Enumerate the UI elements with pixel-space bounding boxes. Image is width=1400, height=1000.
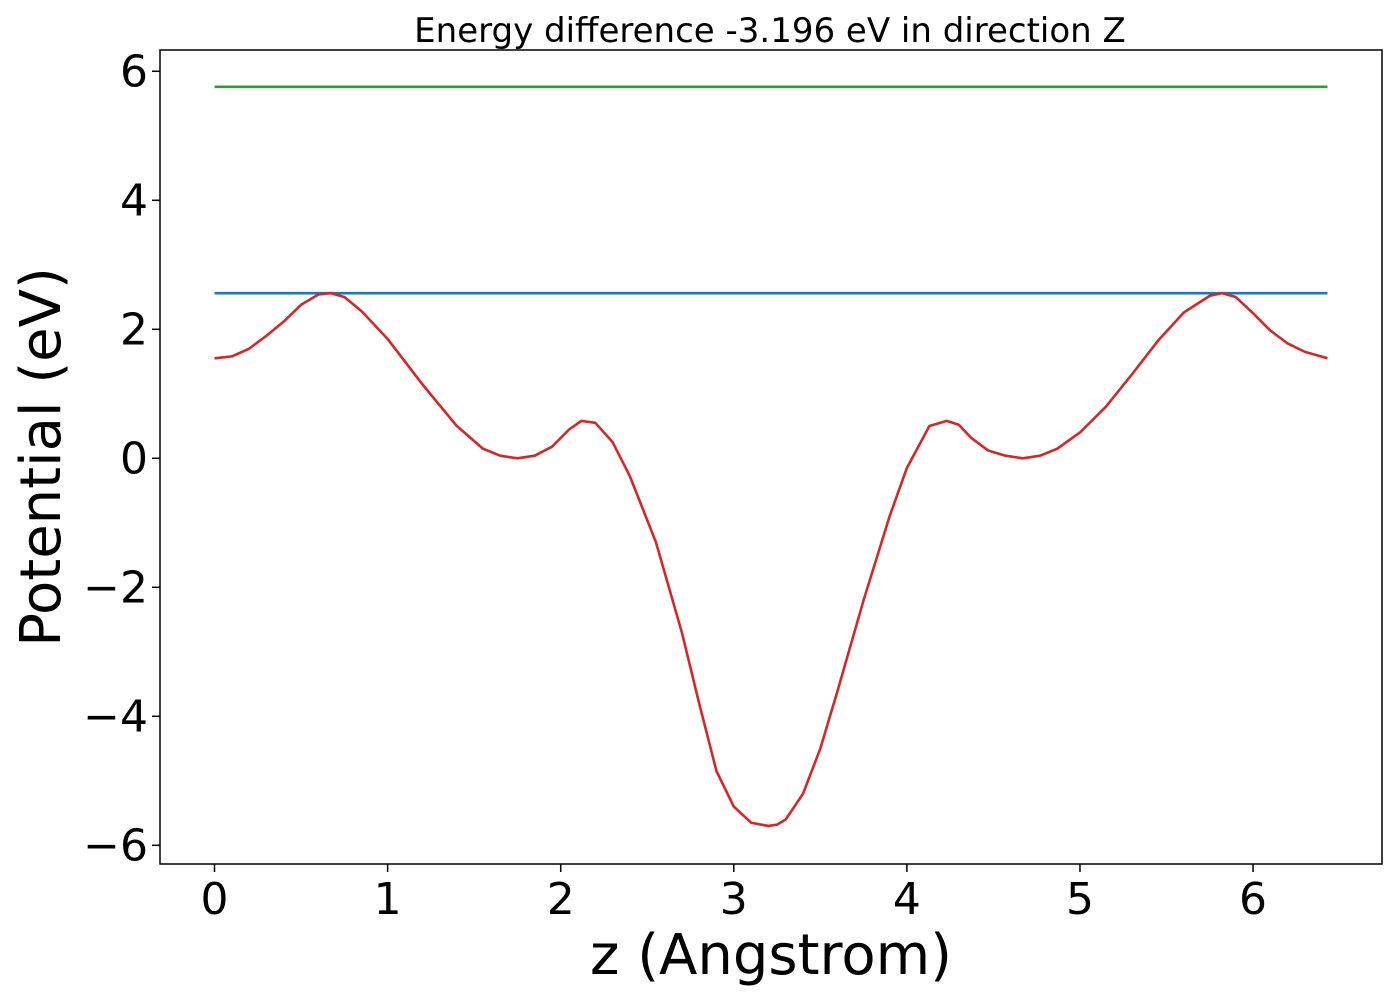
series-line-2: [214, 291, 1328, 828]
plot-frame: [159, 49, 1383, 865]
y-tick-label: 4: [120, 175, 148, 226]
x-axis-label: z (Angstrom): [590, 923, 952, 988]
x-tick-label: 0: [201, 874, 229, 925]
y-tick-label: −2: [83, 562, 148, 613]
series-layer: [214, 85, 1328, 828]
x-tick-label: 4: [893, 874, 921, 925]
x-tick-label: 5: [1066, 874, 1094, 925]
x-tick-label: 6: [1239, 874, 1267, 925]
y-tick-label: −4: [83, 691, 148, 742]
y-tick-label: 6: [120, 46, 148, 97]
y-tick-label: 0: [120, 433, 148, 484]
y-axis-label: Potential (eV): [9, 267, 74, 647]
x-tick-label: 1: [374, 874, 402, 925]
y-tick-label: 2: [120, 304, 148, 355]
ticks-layer: 0 1 2 3 4 5 6 −6 −4 −2 0 2 4 6: [83, 46, 1267, 925]
chart-title: Energy difference -3.196 eV in direction…: [414, 11, 1126, 51]
x-tick-label: 2: [547, 874, 575, 925]
x-tick-label: 3: [720, 874, 748, 925]
y-tick-label: −6: [83, 820, 148, 871]
